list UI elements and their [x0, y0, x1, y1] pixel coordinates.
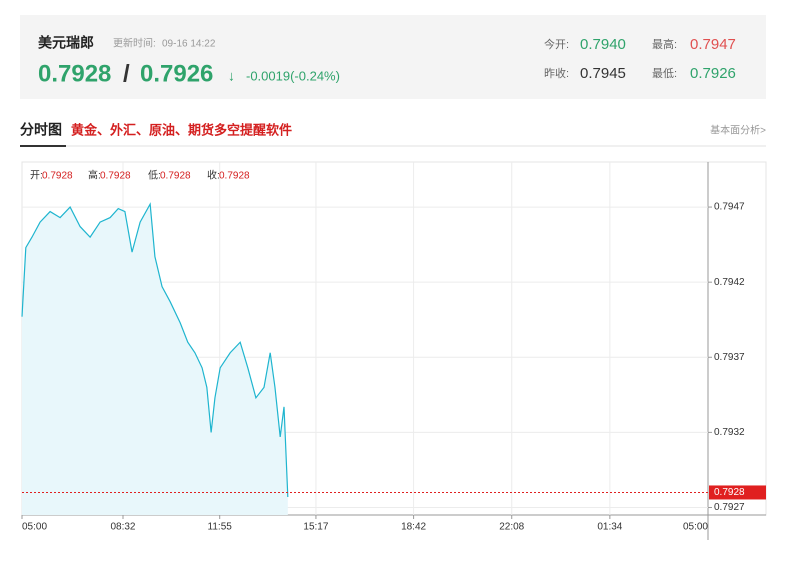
prev: 0.7945 — [580, 65, 626, 82]
x-tick-label: 05:00 — [22, 522, 47, 533]
open: 0.7940 — [580, 36, 626, 53]
info-label: 收: — [207, 169, 220, 182]
x-tick-label: 05:00 — [683, 522, 708, 533]
price-line — [21, 202, 289, 497]
x-tick-label: 01:34 — [597, 522, 622, 533]
last-price-label: 0.7928 — [714, 487, 745, 498]
high: 0.7947 — [690, 36, 736, 53]
pair-name: 美元瑞郎 — [38, 35, 94, 51]
promo-link[interactable]: 黄金、外汇、原油、期货多空提醒软件 — [71, 122, 292, 137]
header-box — [20, 15, 766, 99]
tab-title[interactable]: 分时图 — [20, 122, 62, 138]
price: 0.7928 — [38, 60, 111, 87]
y-tick-label: 0.7947 — [714, 202, 745, 213]
update-time: 09-16 14:22 — [162, 39, 216, 50]
info-label: 开: — [30, 171, 43, 182]
arrow: ↓ — [228, 68, 235, 84]
low-label: 最低: — [652, 67, 677, 80]
y-tick-label: 0.7932 — [714, 427, 745, 438]
info-value: 0.7928 — [100, 171, 131, 182]
y-tick-label: 0.7942 — [714, 277, 745, 288]
last-price-box — [709, 485, 766, 500]
price-area — [22, 204, 288, 515]
high-label: 最高: — [652, 37, 677, 51]
analysis-link[interactable]: 基本面分析> — [710, 124, 766, 137]
x-tick-label: 15:17 — [303, 522, 328, 533]
open-label: 今开: — [544, 37, 569, 51]
info-value: 0.7928 — [219, 171, 250, 182]
info-label: 低: — [148, 169, 161, 182]
y-tick-label: 0.7937 — [714, 352, 745, 363]
x-tick-label: 18:42 — [401, 522, 426, 533]
separator: / — [123, 60, 130, 87]
price2: 0.7926 — [140, 60, 213, 87]
change: -0.0019(-0.24%) — [246, 68, 340, 83]
x-tick-label: 11:55 — [208, 522, 233, 533]
x-tick-label: 22:08 — [499, 522, 524, 533]
x-tick-label: 08:32 — [110, 522, 135, 533]
info-value: 0.7928 — [42, 171, 73, 182]
info-label: 高: — [88, 169, 101, 182]
y-tick-label: 0.7927 — [714, 502, 745, 513]
update-label: 更新时间: — [113, 37, 156, 50]
low: 0.7926 — [690, 65, 736, 82]
info-value: 0.7928 — [160, 171, 191, 182]
prev-label: 昨收: — [544, 66, 569, 80]
